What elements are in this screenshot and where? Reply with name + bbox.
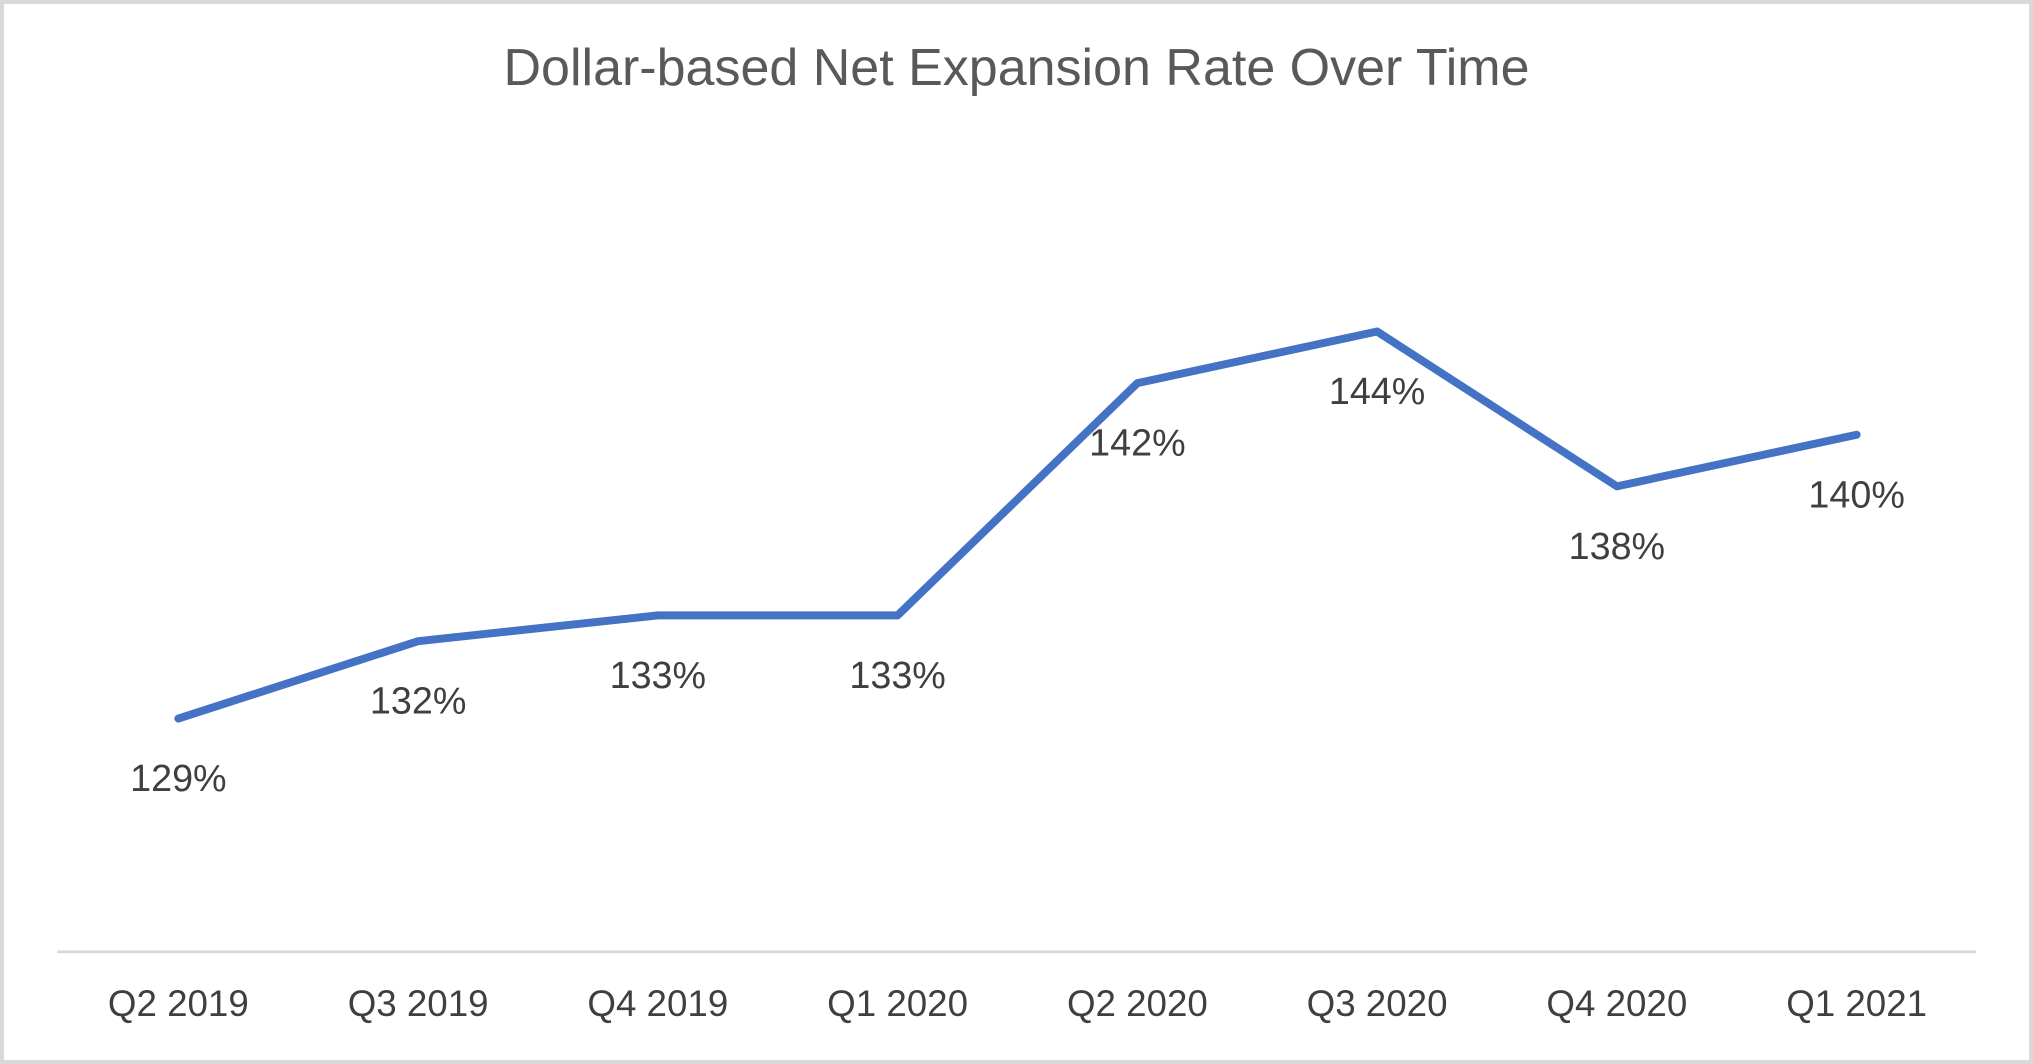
x-axis-label: Q1 2020: [827, 983, 968, 1024]
data-point-label: 144%: [1329, 370, 1425, 412]
x-axis-label: Q3 2020: [1307, 983, 1448, 1024]
data-point-label: 129%: [130, 757, 226, 799]
x-axis-label: Q1 2021: [1786, 983, 1927, 1024]
data-point-label: 138%: [1569, 525, 1665, 567]
line-chart-plot-area: 129% 132% 133% 133% 142% 144% 138% 140% Q2 2019 Q…: [57, 327, 1976, 1024]
data-point-label: 133%: [610, 654, 706, 696]
data-point-label: 132%: [370, 680, 466, 722]
x-axis-label: Q2 2019: [108, 983, 249, 1024]
x-axis-label: Q4 2020: [1546, 983, 1687, 1024]
data-point-label: 140%: [1808, 473, 1904, 515]
series-line: [174, 327, 1861, 723]
chart-title: Dollar-based Net Expansion Rate Over Tim…: [503, 39, 1530, 97]
data-point-label: 133%: [849, 654, 945, 696]
x-axis-label: Q4 2019: [587, 983, 728, 1024]
x-axis-label: Q3 2019: [348, 983, 489, 1024]
data-point-label: 142%: [1089, 422, 1185, 464]
x-axis-label: Q2 2020: [1067, 983, 1208, 1024]
